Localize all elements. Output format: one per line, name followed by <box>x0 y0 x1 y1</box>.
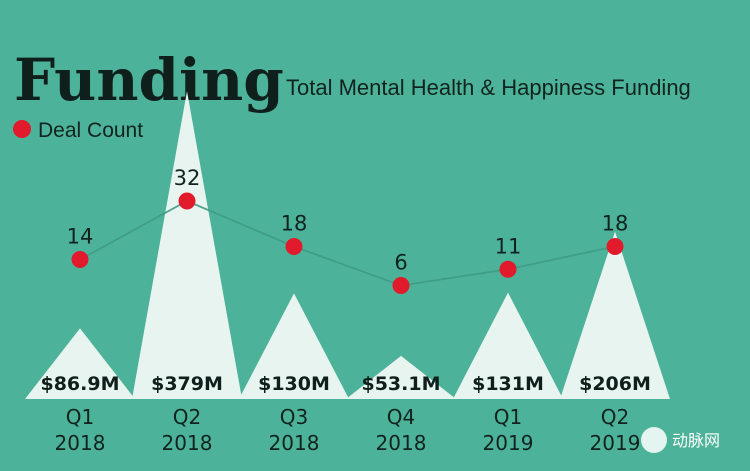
deal-count-label: 6 <box>394 251 407 275</box>
deal-count-line-group <box>79 200 616 287</box>
chart-subtitle: Total Mental Health & Happiness Funding <box>286 75 691 100</box>
x-tick-year: 2018 <box>55 431 106 455</box>
watermark: 动脉网 <box>641 427 720 453</box>
x-tick-quarter: Q2 <box>173 405 201 429</box>
funding-peak <box>239 293 349 399</box>
watermark-logo-icon <box>641 427 667 453</box>
deal-count-line <box>79 200 616 287</box>
deal-count-point <box>392 277 410 294</box>
deal-count-point <box>499 260 517 278</box>
funding-value-label: $130M <box>258 373 330 395</box>
deal-count-point <box>606 238 624 255</box>
deal-count-label: 32 <box>174 166 201 190</box>
watermark-text: 动脉网 <box>672 431 720 450</box>
deal-count-point <box>285 238 303 255</box>
x-tick-year: 2018 <box>162 431 213 455</box>
funding-peak <box>560 231 670 399</box>
funding-peak <box>25 328 135 399</box>
x-tick-quarter: Q1 <box>494 405 522 429</box>
deal-count-points <box>71 192 624 294</box>
legend-label: Deal Count <box>38 119 143 142</box>
funding-value-label: $206M <box>579 373 651 395</box>
funding-peak <box>132 91 242 399</box>
funding-value-label: $131M <box>472 373 544 395</box>
deal-count-point <box>71 251 89 268</box>
legend-marker <box>13 120 31 138</box>
chart-title: Funding <box>14 46 284 114</box>
funding-value-label: $86.9M <box>40 373 119 395</box>
x-tick-year: 2018 <box>269 431 320 455</box>
x-tick-quarter: Q3 <box>280 405 308 429</box>
deal-count-point <box>178 192 196 210</box>
x-tick-quarter: Q1 <box>66 405 94 429</box>
x-tick-year: 2019 <box>483 431 534 455</box>
deal-count-label: 18 <box>602 212 629 236</box>
deal-count-label: 18 <box>281 212 308 236</box>
deal-count-label: 14 <box>67 225 94 249</box>
funding-value-label: $379M <box>151 373 223 395</box>
funding-peak <box>346 355 456 399</box>
labels: 14 32 18 6 11 18 $86.9M $379M $130M $53.1M $131M $2… <box>40 166 650 455</box>
x-tick-quarter: Q2 <box>601 405 629 429</box>
x-tick-year: 2019 <box>590 431 641 455</box>
deal-count-label: 11 <box>495 234 522 258</box>
funding-peak <box>453 292 563 399</box>
x-tick-year: 2018 <box>376 431 427 455</box>
funding-value-label: $53.1M <box>361 373 440 395</box>
x-tick-quarter: Q4 <box>387 405 415 429</box>
funding-peaks <box>25 91 670 399</box>
